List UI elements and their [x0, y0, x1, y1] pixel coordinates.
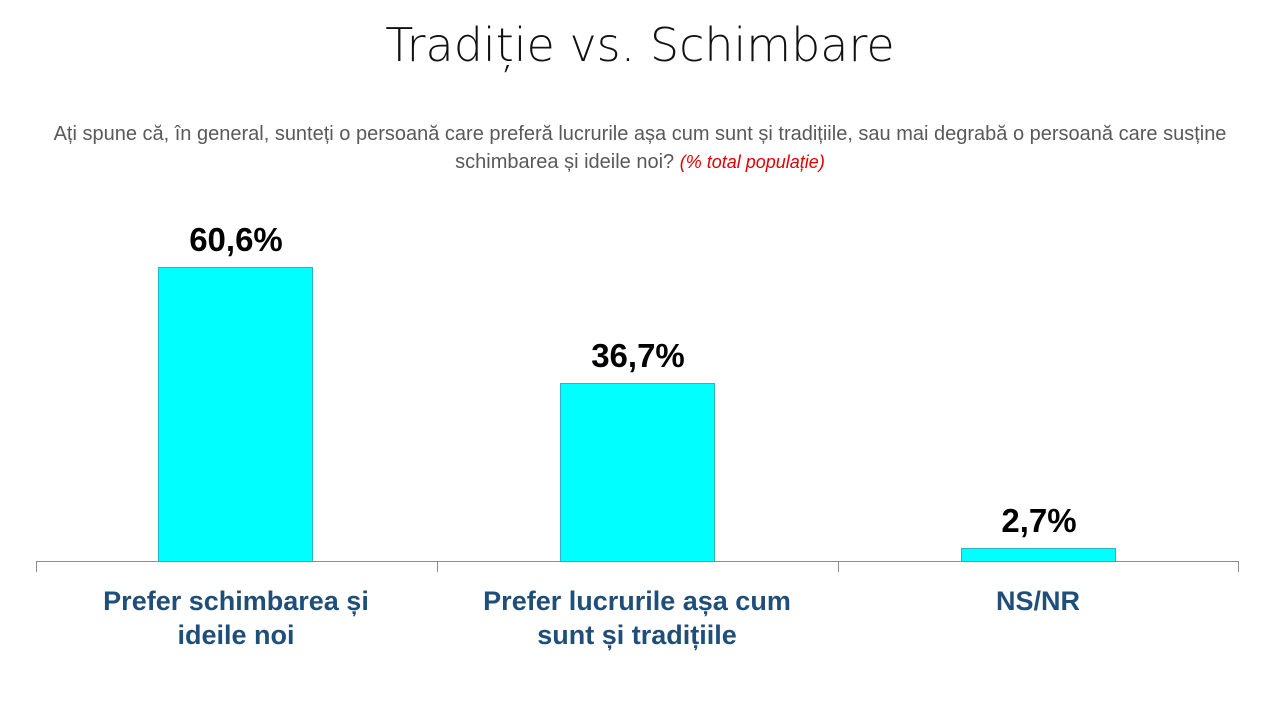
question-text: Ați spune că, în general, sunteți o pers… — [53, 123, 1227, 173]
x-axis — [36, 561, 1238, 562]
category-label-line: sunt și tradițiile — [537, 620, 737, 650]
category-label-line: Prefer lucrurile așa cum — [483, 586, 791, 616]
category-label-line: Prefer schimbarea și — [103, 586, 369, 616]
axis-tick — [838, 561, 839, 572]
bar-schimbare — [158, 267, 313, 561]
category-label: Prefer lucrurile așa cum sunt și tradiți… — [437, 584, 837, 652]
chart-subtitle: Ați spune că, în general, sunteți o pers… — [40, 120, 1240, 176]
bar-nsnr — [961, 548, 1116, 561]
category-label: Prefer schimbarea și ideile noi — [36, 584, 436, 652]
axis-tick — [437, 561, 438, 572]
value-label: 60,6% — [189, 221, 283, 258]
value-label: 36,7% — [591, 337, 685, 374]
chart-title: Tradiție vs. Schimbare — [385, 18, 895, 72]
category-label-line: NS/NR — [995, 586, 1080, 616]
axis-tick — [36, 561, 37, 572]
category-label: NS/NR — [838, 584, 1238, 618]
bar-traditii — [560, 383, 715, 561]
value-label: 2,7% — [1001, 502, 1077, 539]
category-label-line: ideile noi — [177, 620, 295, 650]
axis-tick — [1238, 561, 1239, 572]
population-note: (% total populație) — [679, 152, 825, 172]
